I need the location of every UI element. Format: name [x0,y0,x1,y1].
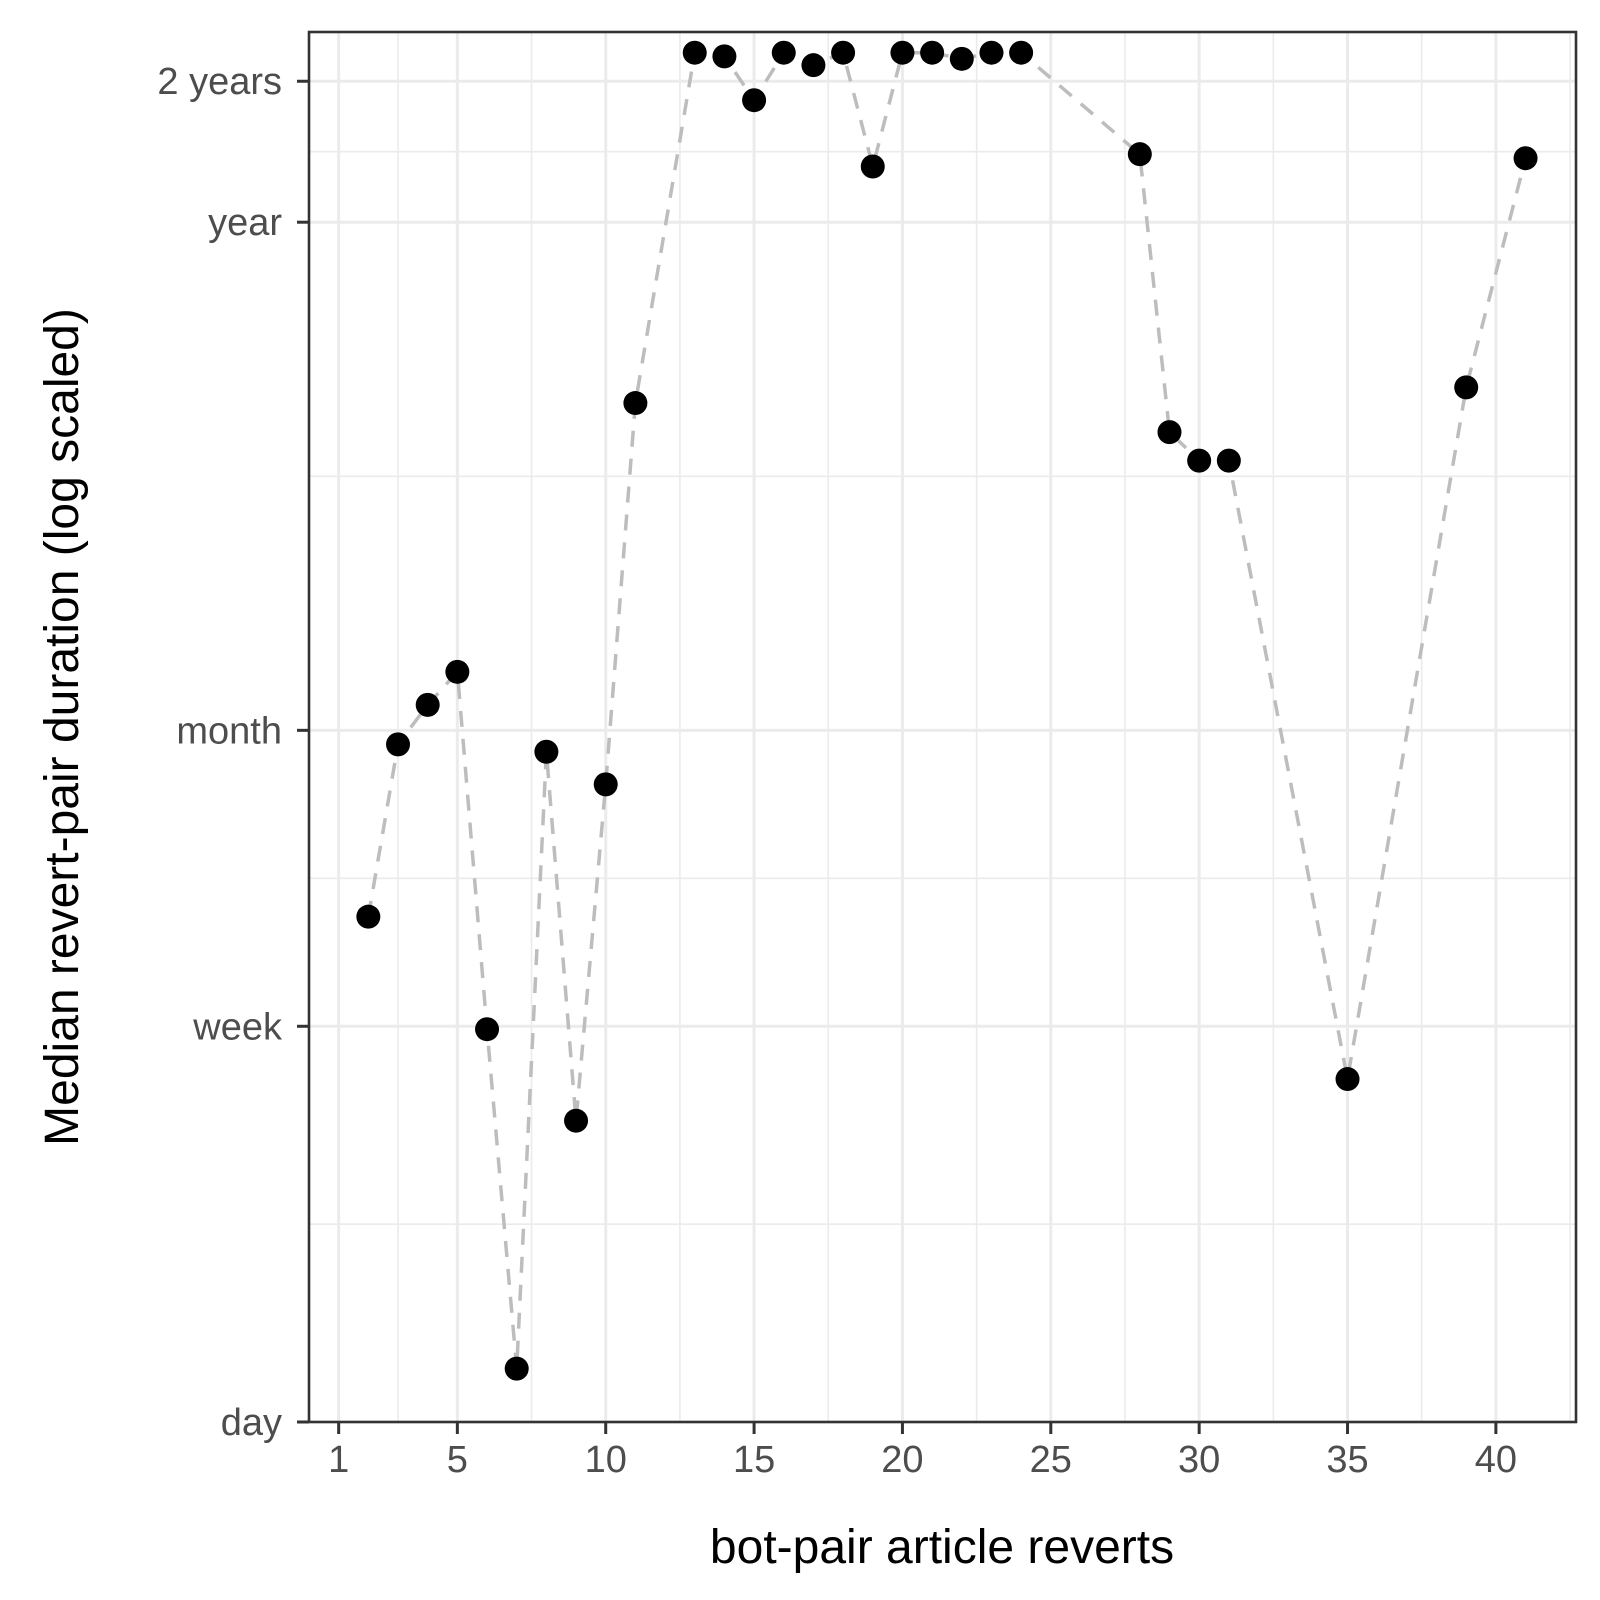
y-axis: day week month year 2 years [157,61,309,1444]
data-point [771,40,796,65]
data-point [712,44,737,69]
data-point [386,732,411,757]
data-point [682,40,707,65]
y-tick-label: day [221,1402,282,1444]
data-point [356,904,381,929]
x-tick-label: 40 [1475,1439,1517,1481]
data-point [1157,420,1182,445]
y-tick-label: month [176,710,282,752]
data-point [1335,1067,1360,1092]
data-point [1216,448,1241,473]
x-tick-label: 15 [733,1439,775,1481]
data-point [445,659,470,684]
x-tick-label: 30 [1178,1439,1220,1481]
x-tick-label: 25 [1030,1439,1072,1481]
x-tick-label: 5 [447,1439,468,1481]
x-tick-label: 1 [328,1439,349,1481]
x-tick-label: 20 [881,1439,923,1481]
data-point [593,772,618,797]
data-point [890,40,915,65]
data-point [801,53,826,78]
major-gridlines [309,32,1576,1424]
data-point [1454,375,1479,400]
x-axis: 1 5 10 15 20 25 30 35 40 [328,1422,1517,1481]
y-axis-title: Median revert-pair duration (log scaled) [36,308,89,1146]
plot-panel [309,32,1576,1422]
data-point [949,46,974,71]
x-axis-title: bot-pair article reverts [710,1521,1174,1574]
data-points [356,40,1538,1381]
data-point [831,40,856,65]
data-point [979,40,1004,65]
data-point [504,1356,529,1381]
data-point [920,40,945,65]
data-point [1513,146,1538,171]
data-point [1127,142,1152,167]
x-tick-label: 10 [585,1439,627,1481]
y-tick-label: 2 years [157,61,282,103]
data-point [534,739,559,764]
data-point [742,88,767,113]
data-point [564,1108,589,1133]
data-point [1187,448,1212,473]
data-point [475,1017,500,1042]
data-point [860,154,885,179]
data-point [623,391,648,416]
y-tick-label: year [208,202,282,244]
y-tick-label: week [192,1006,283,1048]
data-point [415,692,440,717]
x-tick-label: 35 [1326,1439,1368,1481]
data-point [1009,40,1034,65]
panel-border [307,30,1578,1424]
minor-gridlines [309,32,1576,1422]
